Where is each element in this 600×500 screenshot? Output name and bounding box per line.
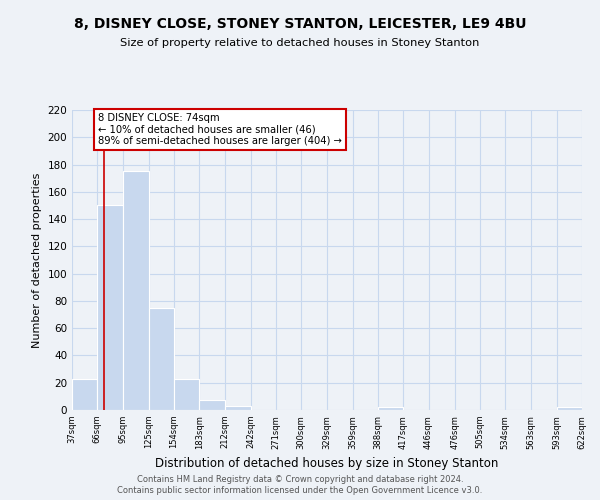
Bar	[72, 378, 97, 410]
Text: 8 DISNEY CLOSE: 74sqm
← 10% of detached houses are smaller (46)
89% of semi-deta: 8 DISNEY CLOSE: 74sqm ← 10% of detached …	[98, 112, 342, 146]
Bar	[557, 408, 582, 410]
Bar	[174, 378, 199, 410]
Bar	[378, 408, 403, 410]
Y-axis label: Number of detached properties: Number of detached properties	[32, 172, 42, 348]
Text: Contains public sector information licensed under the Open Government Licence v3: Contains public sector information licen…	[118, 486, 482, 495]
Bar	[149, 308, 174, 410]
X-axis label: Distribution of detached houses by size in Stoney Stanton: Distribution of detached houses by size …	[155, 457, 499, 470]
Bar	[97, 206, 122, 410]
Bar	[122, 172, 149, 410]
Text: Size of property relative to detached houses in Stoney Stanton: Size of property relative to detached ho…	[121, 38, 479, 48]
Text: 8, DISNEY CLOSE, STONEY STANTON, LEICESTER, LE9 4BU: 8, DISNEY CLOSE, STONEY STANTON, LEICEST…	[74, 18, 526, 32]
Text: Contains HM Land Registry data © Crown copyright and database right 2024.: Contains HM Land Registry data © Crown c…	[137, 475, 463, 484]
Bar	[199, 400, 224, 410]
Bar	[224, 406, 251, 410]
